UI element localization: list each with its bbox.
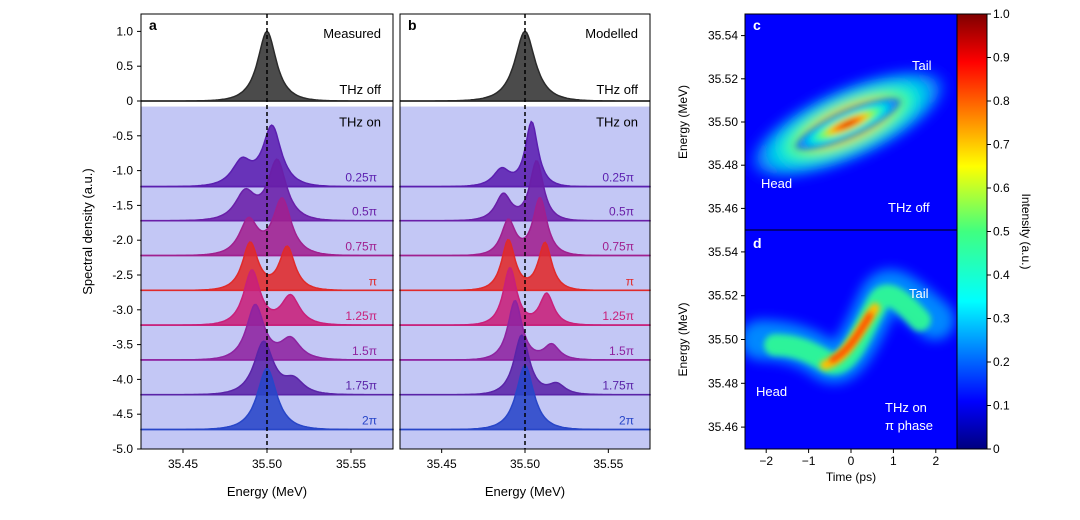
phase-label: 1.75π [345,379,377,393]
panel-title: Measured [323,26,381,41]
y-tick-label: -3.5 [112,338,133,352]
x-tick-label: 0 [848,454,855,468]
y-tick-label: -2.5 [112,268,133,282]
x-tick-label: 35.45 [168,457,198,471]
phase-label: 0.25π [602,171,634,185]
y-tick-label: -0.5 [112,129,133,143]
y-tick-label: 1.0 [116,24,133,38]
panel-title: Modelled [585,26,638,41]
y-tick-label: -4.0 [112,372,133,386]
colorbar-tick-label: 0.3 [993,312,1010,326]
colorbar-tick-label: 0.7 [993,138,1010,152]
thz-on-label: THz on [596,115,638,130]
panel-c-d: 35.54 35.52 35.50 35.48 35.46 Energy (MeV) 35.… [676,13,958,484]
y-tick-label: 35.54 [708,29,738,43]
state-label-d-line2: π phase [885,418,933,433]
x-axis-label: Energy (MeV) [485,484,565,499]
y-axis-label: Spectral density (a.u.) [80,168,95,294]
phase-label: 1.25π [345,309,377,323]
y-tick-label: 35.48 [708,376,738,390]
y-tick-label: 35.52 [708,289,738,303]
panel-letter-d: d [753,235,762,251]
panel-c-distribution [745,66,952,182]
phase-label: 2π [619,414,634,428]
colorbar-label: Intensity (a.u.) [1019,193,1033,269]
phase-label: 1.25π [602,309,634,323]
x-tick-label: 2 [932,454,939,468]
phase-label: 1.5π [352,344,377,358]
y-tick-label: -5.0 [112,442,133,456]
panel-letter: b [408,17,417,33]
colorbar-ticks: 1.0 0.9 0.8 0.7 0.6 0.5 0.4 0.3 0.2 0.1 0 Intensity… [987,7,1033,456]
x-axis-label: Time (ps) [826,470,876,484]
panel-letter-c: c [753,17,761,33]
colorbar-tick-label: 0.2 [993,355,1010,369]
phase-label: 0.75π [602,240,634,254]
colorbar: 1.0 0.9 0.8 0.7 0.6 0.5 0.4 0.3 0.2 0.1 0 Intensity… [956,7,1033,456]
y-axis-label: Energy (MeV) [676,302,690,376]
x-tick-label: 35.45 [427,457,457,471]
state-label-d-line1: THz on [885,400,927,415]
panel-c-core [792,96,904,152]
panel-a: a Measured THz off THz on 0.25π 0.5π 0.75π π 1.2… [80,13,394,499]
y-tick-label: 35.52 [708,72,738,86]
y-tick-label: 35.48 [708,158,738,172]
head-label-d: Head [756,384,787,399]
colorbar-gradient [956,13,988,450]
y-tick-label: 35.46 [708,420,738,434]
colorbar-tick-label: 1.0 [993,7,1010,21]
panel-c-d-axes: 35.54 35.52 35.50 35.48 35.46 Energy (MeV) 35.… [676,17,939,484]
phase-label: 2π [362,414,377,428]
y-tick-label: -1.5 [112,198,133,212]
y-tick-label: 35.54 [708,245,738,259]
panel-d-core [829,312,873,363]
x-axis-label: Energy (MeV) [227,484,307,499]
x-tick-label: −2 [759,454,773,468]
state-label-c: THz off [888,200,930,215]
thz-off-label: THz off [596,82,638,97]
x-tick-label: 35.50 [510,457,540,471]
phase-label: 0.25π [345,171,377,185]
panel-d-distribution [745,269,955,384]
panel-b: b Modelled THz off THz on 0.25π 0.5π 0.75π π 1.2… [399,13,651,499]
y-tick-label: 35.46 [708,201,738,215]
x-tick-label: 1 [890,454,897,468]
tail-label-d: Tail [909,286,929,301]
colorbar-tick-label: 0.6 [993,181,1010,195]
colorbar-tick-label: 0.4 [993,268,1010,282]
x-tick-label: 35.55 [336,457,366,471]
phase-label: 0.75π [345,240,377,254]
y-tick-label: 0 [126,94,133,108]
y-tick-label: -4.5 [112,407,133,421]
x-tick-label: 35.55 [593,457,623,471]
x-tick-label: −1 [802,454,816,468]
phase-label: 1.75π [602,379,634,393]
colorbar-tick-label: 0 [993,442,1000,456]
colorbar-tick-label: 0.8 [993,94,1010,108]
y-tick-label: -2.0 [112,233,133,247]
thz-on-label: THz on [339,115,381,130]
phase-label: 1.5π [609,344,634,358]
colorbar-tick-label: 0.1 [993,399,1010,413]
colorbar-tick-label: 0.9 [993,51,1010,65]
phase-label: π [626,274,634,288]
thz-off-label: THz off [339,82,381,97]
head-label-c: Head [761,176,792,191]
y-tick-label: -3.0 [112,303,133,317]
colorbar-tick-label: 0.5 [993,225,1010,239]
y-tick-label: 35.50 [708,115,738,129]
phase-label: π [369,274,377,288]
x-tick-label: 35.50 [252,457,282,471]
phase-label: 0.5π [609,205,634,219]
y-axis-label: Energy (MeV) [676,85,690,159]
y-tick-label: 0.5 [116,59,133,73]
y-tick-label: -1.0 [112,164,133,178]
panel-letter: a [149,17,157,33]
y-tick-label: 35.50 [708,333,738,347]
phase-label: 0.5π [352,205,377,219]
tail-label-c: Tail [912,58,932,73]
